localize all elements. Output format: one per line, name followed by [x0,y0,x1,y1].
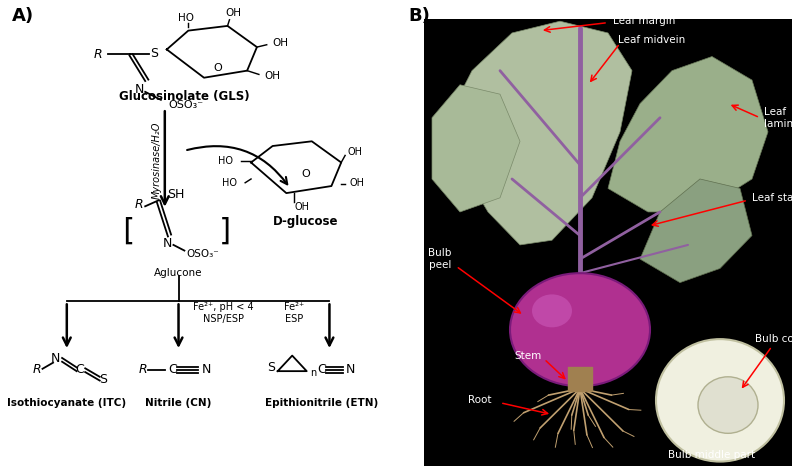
Text: O: O [214,63,222,73]
Text: A): A) [12,7,34,25]
Text: HO: HO [178,13,194,23]
Text: OSO₃⁻: OSO₃⁻ [169,100,204,110]
Text: Isothiocyanate (ITC): Isothiocyanate (ITC) [7,398,126,408]
Text: n: n [310,368,316,378]
Text: N: N [134,83,144,96]
Text: R: R [33,363,42,376]
Text: OH: OH [265,71,281,81]
Text: R: R [138,363,147,376]
Text: HO: HO [218,156,234,166]
Text: Fe²⁺, pH < 4
NSP/ESP: Fe²⁺, pH < 4 NSP/ESP [194,302,254,324]
Text: Fe²⁺
ESP: Fe²⁺ ESP [284,302,304,324]
Text: OH: OH [226,8,242,18]
Text: Leaf margin: Leaf margin [613,16,675,26]
Polygon shape [432,85,520,212]
Text: Epithionitrile (ETN): Epithionitrile (ETN) [265,398,378,408]
Ellipse shape [532,294,572,327]
Text: Leaf midvein: Leaf midvein [618,35,686,45]
Text: OH: OH [347,146,362,157]
Text: [: [ [118,216,137,245]
Text: N: N [202,363,210,376]
Text: Leaf stalk: Leaf stalk [752,193,800,203]
Text: Stem: Stem [514,350,542,361]
Text: Bulb core: Bulb core [755,334,800,344]
Text: N: N [163,237,173,251]
Text: N: N [51,352,61,365]
Ellipse shape [510,273,650,386]
Text: Bulb
peel: Bulb peel [428,248,452,270]
Text: S: S [150,47,158,60]
Text: ]: ] [216,216,234,245]
Text: Bulb middle part: Bulb middle part [669,449,755,460]
Text: OH: OH [349,178,364,188]
Text: C: C [75,363,84,376]
Ellipse shape [698,377,758,433]
Polygon shape [448,21,632,245]
Text: S: S [99,373,107,386]
Text: R: R [94,48,102,61]
Polygon shape [640,179,752,283]
Text: OH: OH [294,202,310,212]
Text: HO: HO [222,178,238,188]
Text: B): B) [408,7,430,25]
Text: Aglucone: Aglucone [154,268,202,278]
Ellipse shape [656,339,784,462]
Text: O: O [302,169,310,179]
Text: Myrosinase/H₂O: Myrosinase/H₂O [152,122,162,199]
Text: SH: SH [166,188,184,201]
Text: C: C [168,363,177,376]
Text: S: S [266,361,274,374]
Text: Nitrile (CN): Nitrile (CN) [146,398,212,408]
Text: OSO₃⁻: OSO₃⁻ [186,249,219,260]
Text: R: R [135,198,144,211]
Polygon shape [608,57,768,212]
Text: OH: OH [273,38,289,49]
Text: D-glucose: D-glucose [273,215,338,228]
Text: Root: Root [468,395,492,406]
Text: N: N [346,363,355,376]
Text: C: C [317,363,326,376]
Text: Leaf
lamina: Leaf lamina [764,107,799,129]
Text: Glucosinolate (GLS): Glucosinolate (GLS) [119,90,250,103]
